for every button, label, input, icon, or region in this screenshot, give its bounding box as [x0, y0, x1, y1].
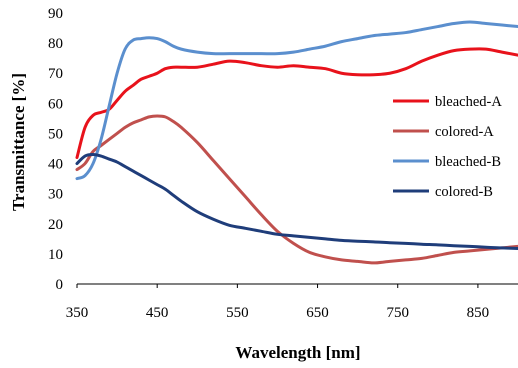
y-tick-label: 80: [48, 36, 63, 52]
y-tick-label: 90: [48, 6, 63, 22]
series-line-colored-A: [75, 114, 518, 265]
x-tick-label: 850: [467, 305, 490, 321]
legend: bleached-A colored-A bleached-B colored-B: [393, 94, 502, 200]
legend-label-colored-B: colored-B: [435, 184, 493, 200]
legend-label-bleached-B: bleached-B: [435, 154, 501, 170]
y-tick-label: 30: [48, 187, 63, 203]
axes-layer: 0 10 20 30 40 50 60 70 80 90 350 450 550 650 750 850: [48, 6, 518, 321]
y-tick-label: 60: [48, 96, 63, 112]
y-tick-label: 20: [48, 217, 63, 233]
legend-label-colored-A: colored-A: [435, 124, 494, 140]
legend-label-bleached-A: bleached-A: [435, 94, 502, 110]
x-tick-label: 550: [226, 305, 249, 321]
y-tick-label: 50: [48, 126, 63, 142]
x-axis-title: Wavelength [nm]: [235, 343, 360, 362]
x-tick-label: 450: [146, 305, 169, 321]
series-layer: [75, 20, 518, 265]
y-axis-title: Transmittance [%]: [9, 73, 28, 211]
x-tick-label: 650: [306, 305, 329, 321]
series-line-bleached-B: [75, 20, 518, 181]
y-tick-label: 40: [48, 157, 63, 173]
x-tick-label: 750: [386, 305, 409, 321]
series-line-bleached-A: [75, 47, 518, 160]
y-tick-label: 70: [48, 66, 63, 82]
y-tick-label: 0: [56, 277, 64, 293]
y-tick-label: 10: [48, 247, 63, 263]
x-tick-label: 350: [66, 305, 89, 321]
series-line-colored-B: [75, 153, 518, 250]
